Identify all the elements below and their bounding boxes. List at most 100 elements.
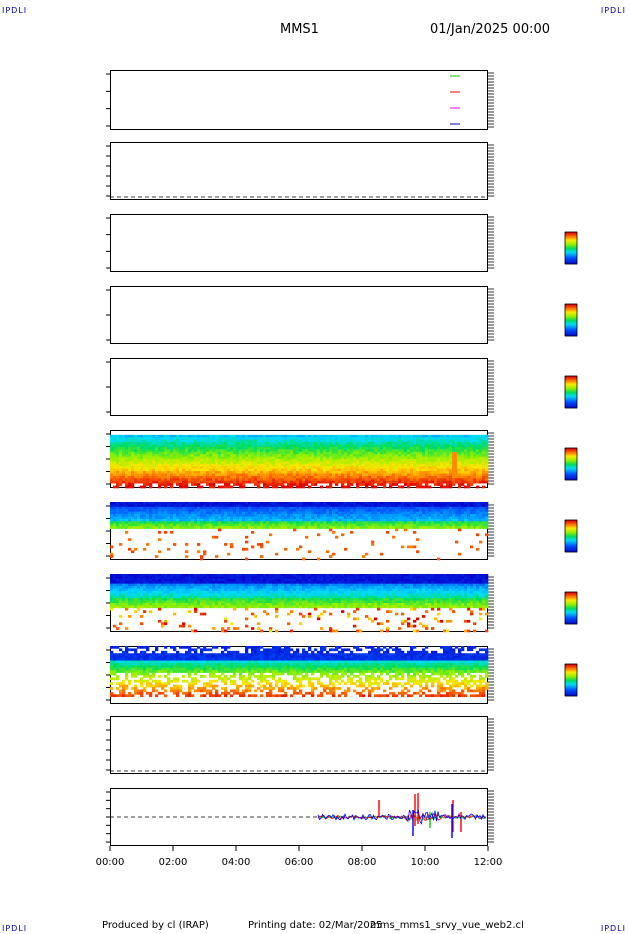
spectro-pixel [245,475,249,479]
spectro-pixel [371,516,375,520]
spectro-pixel [188,624,192,628]
spectro-pixel [413,480,417,484]
spectro-pixel [122,442,126,445]
spectro-pixel [485,466,489,469]
spectro-pixel [239,454,243,457]
spectro-pixel [143,449,147,453]
spectro-pixel [182,598,186,601]
spectro-pixel [125,444,129,448]
spectro-pixel [251,523,255,527]
spectro-pixel [149,478,153,482]
spectro-pixel [152,605,156,609]
spectro-pixel [269,461,273,465]
spectro-pixel [260,480,264,484]
spectro-pixel [377,437,381,440]
spectro-pixel [266,468,270,472]
spectro-pixel [302,509,306,512]
spectro-pixel [485,521,489,525]
spectro-pixel [404,526,408,529]
spectro-pixel [209,518,213,522]
spectro-pixel [143,483,147,486]
spectro-pixel [143,605,147,609]
spectro-pixel [152,593,156,597]
spectro-pixel [197,437,201,440]
spectro-pixel [143,509,147,512]
spectro-pixel [479,442,483,445]
spectro-pixel [233,434,237,438]
spectro-pixel [350,509,354,512]
spectro-pixel [479,456,483,460]
spectro-pixel [350,449,354,453]
spectro-pixel [290,504,294,508]
spectro-pixel [233,451,237,455]
spectro-pixel [218,442,222,445]
spectro-pixel [218,485,222,489]
spectro-pixel [164,434,168,438]
spectro-pixel [302,521,306,525]
spectro-pixel [479,540,483,544]
spectro-pixel [233,521,237,525]
spectro-pixel [392,523,396,527]
spectro-pixel [362,456,366,460]
spectro-pixel [326,446,330,450]
spectro-pixel [374,526,378,529]
spectro-pixel [227,461,231,465]
spectro-pixel [383,516,387,520]
spectro-pixel [215,434,219,438]
spectro-pixel [410,473,414,477]
spectro-pixel [248,509,252,512]
spectro-pixel [233,446,237,450]
spectro-pixel [182,459,186,462]
spectro-pixel [185,506,189,510]
spectro-pixel [119,451,123,455]
spectro-pixel [251,531,255,534]
spectro-pixel [287,502,291,505]
spectro-pixel [131,595,135,599]
spectro-pixel [218,459,222,462]
spectro-pixel [122,578,126,582]
spectro-pixel [179,475,183,479]
spectro-pixel [374,446,378,450]
spectro-pixel [356,459,360,462]
spectro-pixel [464,437,468,440]
spectro-pixel [362,504,366,508]
spectro-pixel [251,502,255,505]
spectro-pixel [305,434,309,438]
spectro-pixel [257,475,261,479]
spectro-pixel [122,511,126,515]
spectro-pixel [146,463,150,467]
spectro-pixel [191,598,195,601]
spectro-pixel [227,502,231,505]
spectro-pixel [152,463,156,467]
spectro-pixel [323,434,327,438]
spectro-pixel [134,444,138,448]
spectro-pixel [269,516,273,520]
spectro-pixel [299,439,303,443]
spectro-pixel [188,454,192,457]
spectro-pixel [476,506,480,510]
spectro-pixel [416,475,420,479]
spectro-pixel [389,483,393,486]
spectro-pixel [143,461,147,465]
spectro-pixel [134,593,138,597]
spectro-pixel [188,456,192,460]
spectro-pixel [389,439,393,443]
spectro-pixel [140,600,144,604]
spectro-pixel [410,437,414,440]
spectro-pixel [428,480,432,484]
spectro-pixel [131,456,135,460]
spectro-pixel [353,511,357,515]
spectro-pixel [371,485,375,489]
spectro-pixel [158,619,162,623]
spectro-pixel [443,516,447,520]
spectro-pixel [209,444,213,448]
spectro-pixel [242,483,246,486]
spectro-pixel [164,588,168,592]
spectro-pixel [380,480,384,484]
spectro-pixel [251,545,255,549]
spectro-pixel [278,504,282,508]
spectro-pixel [365,449,369,453]
spectro-pixel [128,456,132,460]
spectro-pixel [308,506,312,510]
spectro-pixel [443,523,447,527]
